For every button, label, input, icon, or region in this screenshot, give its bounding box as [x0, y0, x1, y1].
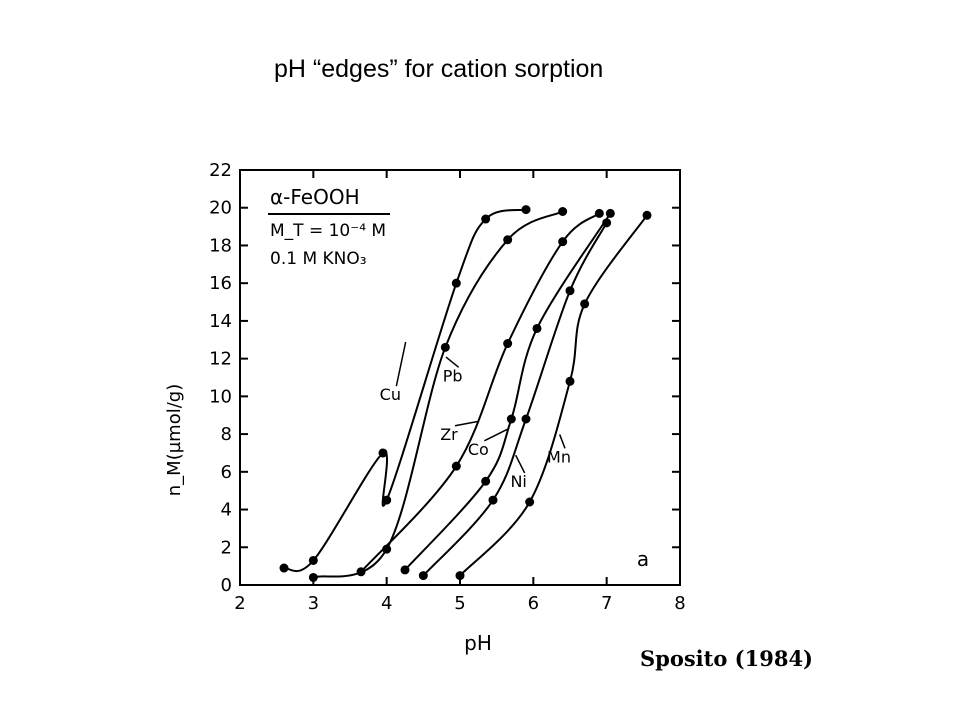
- curve-label: Mn: [547, 447, 571, 466]
- data-point-ni: [418, 571, 428, 581]
- label-leader: [454, 420, 480, 427]
- data-point-zn: [503, 339, 513, 349]
- chart-annotations: Cu Pb Zr Co Ni Mn: [380, 341, 571, 491]
- y-tick-label: 4: [221, 500, 232, 521]
- x-tick-label: 5: [454, 593, 465, 614]
- x-axis-label: pH: [464, 631, 492, 655]
- data-point-co: [506, 414, 516, 424]
- legend-line: M_T = 10⁻⁴ M: [270, 221, 386, 241]
- label-leader: [445, 356, 460, 368]
- data-point-pb: [558, 207, 568, 216]
- label-leader: [558, 434, 566, 449]
- data-point-mn: [580, 299, 590, 309]
- label-leader: [483, 428, 509, 442]
- chart-points: [279, 205, 652, 582]
- curve-label: Zr: [440, 425, 458, 444]
- data-point-mn: [525, 497, 535, 507]
- data-point-pb: [503, 235, 513, 245]
- data-point-ni: [488, 495, 498, 505]
- data-point-cu: [382, 495, 392, 505]
- curve-label: Pb: [443, 366, 463, 385]
- data-point-pb: [308, 572, 318, 582]
- data-point-co: [400, 565, 410, 575]
- y-tick-label: 22: [209, 160, 232, 181]
- y-tick-label: 0: [221, 575, 232, 596]
- chart-legend: α-FeOOH M_T = 10⁻⁴ M 0.1 M KNO₃: [268, 185, 390, 269]
- label-leader: [395, 341, 407, 387]
- data-point-cu: [521, 205, 531, 215]
- data-point-ni: [602, 218, 612, 228]
- data-point-cu: [451, 278, 461, 288]
- data-point-cu: [481, 214, 491, 224]
- data-point-mn: [455, 571, 465, 581]
- curve-label: Ni: [510, 472, 526, 491]
- citation: Sposito (1984): [640, 646, 813, 671]
- y-tick-label: 8: [221, 424, 232, 445]
- data-point-mn: [565, 376, 575, 386]
- series-curve-zn: [360, 212, 600, 573]
- data-point-pb: [440, 342, 450, 352]
- data-point-co: [605, 208, 615, 218]
- y-tick-label: 20: [209, 198, 232, 219]
- y-tick-label: 18: [209, 235, 232, 256]
- data-point-ni: [521, 414, 531, 424]
- data-point-co: [481, 476, 491, 486]
- label-leader: [514, 454, 526, 474]
- x-tick-label: 7: [601, 593, 612, 614]
- x-tick-label: 4: [381, 593, 392, 614]
- data-point-zn: [594, 208, 604, 218]
- data-point-zn: [356, 567, 366, 577]
- legend-line: 0.1 M KNO₃: [270, 249, 367, 269]
- y-tick-label: 6: [221, 462, 232, 483]
- data-point-co: [532, 323, 542, 333]
- x-tick-label: 8: [674, 593, 685, 614]
- data-point-pb: [382, 544, 392, 554]
- data-point-zn: [451, 461, 461, 471]
- x-tick-label: 6: [528, 593, 539, 614]
- data-point-cu: [308, 555, 318, 565]
- x-tick-label: 3: [308, 593, 319, 614]
- data-point-zn: [558, 237, 568, 247]
- slide-title: pH “edges” for cation sorption: [274, 55, 604, 83]
- legend-line: α-FeOOH: [270, 185, 360, 209]
- data-point-ni: [565, 286, 575, 296]
- y-axis-label: n_M(µmol/g): [164, 384, 185, 496]
- x-tick-label: 2: [234, 593, 245, 614]
- series-curve-pb: [312, 210, 564, 579]
- y-tick-label: 12: [209, 349, 232, 370]
- data-point-mn: [642, 210, 652, 220]
- y-tick-label: 2: [221, 537, 232, 558]
- data-point-cu: [279, 563, 289, 573]
- y-tick-label: 16: [209, 273, 232, 294]
- panel-label: a: [637, 547, 649, 571]
- curve-label: Co: [468, 440, 489, 459]
- data-point-cu: [378, 448, 388, 458]
- y-tick-label: 10: [209, 386, 232, 407]
- series-curve-co: [404, 212, 612, 571]
- y-tick-label: 14: [209, 311, 232, 332]
- curve-label: Cu: [380, 385, 401, 404]
